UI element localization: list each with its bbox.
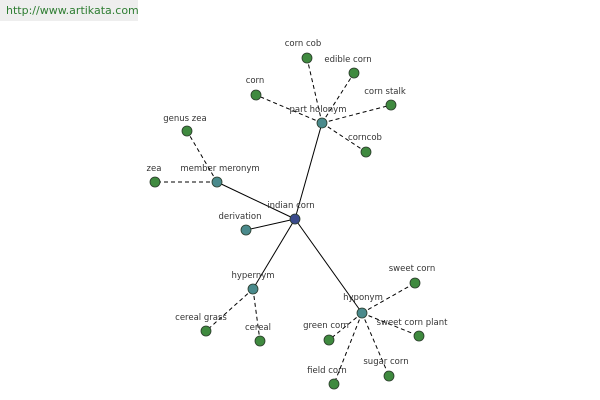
node-label: corncob — [348, 133, 382, 143]
node-label: cereal grass — [175, 313, 227, 323]
node[interactable] — [254, 335, 266, 347]
node[interactable] — [316, 117, 328, 129]
node[interactable] — [323, 334, 335, 346]
node[interactable] — [413, 330, 425, 342]
node-label: sweet corn plant — [377, 318, 449, 328]
node-label: hyponym — [343, 293, 383, 303]
header-url[interactable]: http://www.artikata.com — [6, 4, 139, 17]
edge — [216, 181, 296, 220]
edge — [328, 312, 363, 341]
edge — [321, 104, 392, 124]
node-label: corn stalk — [364, 87, 406, 97]
node-label: green corn — [303, 321, 349, 331]
edge — [361, 312, 390, 377]
node[interactable] — [211, 176, 223, 188]
node[interactable] — [181, 125, 193, 137]
node[interactable] — [356, 307, 368, 319]
node[interactable] — [200, 325, 212, 337]
node[interactable] — [348, 67, 360, 79]
node[interactable] — [149, 176, 161, 188]
edge — [252, 288, 261, 342]
node-label: part holonym — [290, 105, 347, 115]
node-label: hypernym — [231, 271, 274, 281]
node[interactable] — [247, 283, 259, 295]
edge — [255, 94, 323, 124]
node-label: indian corn — [267, 201, 314, 211]
node-label: corn cob — [285, 39, 322, 49]
node-label: corn — [246, 76, 265, 86]
node[interactable] — [383, 370, 395, 382]
node[interactable] — [328, 378, 340, 390]
node-label: derivation — [218, 212, 261, 222]
edge — [321, 72, 355, 124]
node-label: edible corn — [324, 55, 371, 65]
edge — [294, 122, 323, 220]
header-box — [0, 0, 138, 21]
node[interactable] — [289, 213, 301, 225]
node[interactable] — [409, 277, 421, 289]
node[interactable] — [240, 224, 252, 236]
node-label: sugar corn — [363, 357, 408, 367]
node[interactable] — [301, 52, 313, 64]
node[interactable] — [385, 99, 397, 111]
edge — [321, 122, 367, 153]
node[interactable] — [360, 146, 372, 158]
edge — [361, 282, 416, 314]
edge — [294, 218, 363, 314]
node-label: cereal — [245, 323, 271, 333]
edge — [333, 312, 363, 385]
edge — [245, 218, 296, 231]
edge — [205, 288, 254, 332]
node-label: genus zea — [163, 114, 206, 124]
node-label: member meronym — [180, 164, 259, 174]
edge — [252, 218, 296, 290]
node-label: sweet corn — [389, 264, 435, 274]
edge — [361, 312, 420, 337]
node[interactable] — [250, 89, 262, 101]
node-label: field corn — [307, 366, 347, 376]
node-label: zea — [147, 164, 162, 174]
edge — [186, 130, 218, 183]
